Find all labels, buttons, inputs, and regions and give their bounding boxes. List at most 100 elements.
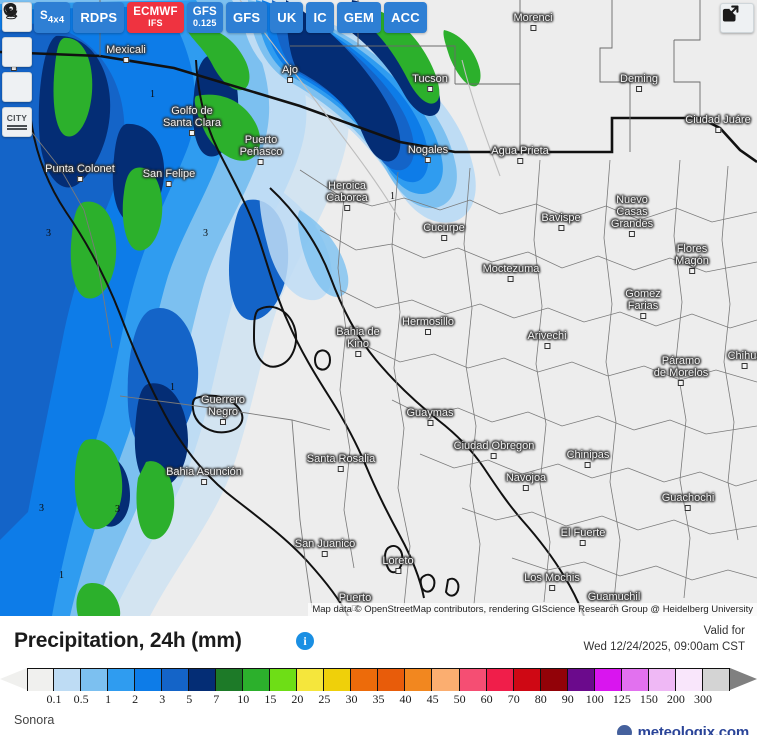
color-bar-segment[interactable] (162, 669, 190, 691)
city-icon (7, 124, 27, 127)
region-label: Sonora (14, 713, 55, 727)
color-bar-segment[interactable] (621, 669, 649, 691)
color-bar-segment[interactable] (27, 669, 55, 691)
city-toggle-button[interactable]: CITY (2, 107, 32, 137)
color-bar-wrapper[interactable] (0, 668, 757, 692)
valid-for-datetime: Wed 12/24/2025, 09:00am CST (583, 640, 745, 653)
color-bar-segment[interactable] (324, 669, 352, 691)
legend-title: Precipitation, 24h (mm) (14, 629, 242, 652)
color-bar-segment[interactable] (135, 669, 163, 691)
color-bar[interactable] (27, 668, 730, 691)
precip-10-a (53, 37, 93, 137)
color-bar-tick-label: 25 (318, 692, 331, 706)
color-bar-tick-label: 150 (639, 692, 658, 706)
color-bar-segment[interactable] (243, 669, 271, 691)
color-bar-tick-label: 50 (453, 692, 466, 706)
color-bar-segment[interactable] (216, 669, 244, 691)
map-canvas[interactable]: MexicalinaAjoTucsonMorenciDemingGolfo de… (0, 0, 757, 616)
color-bar-segment[interactable] (351, 669, 379, 691)
precip-ne-7 (286, 0, 401, 162)
map-attribution: Map data © OpenStreetMap contributors, r… (308, 603, 757, 616)
model-tab-s4x4[interactable]: S4x4 (34, 2, 71, 33)
share-icon (722, 5, 739, 22)
model-tab-label: RDPS (80, 9, 118, 25)
color-bar-segment[interactable] (459, 669, 487, 691)
facebook-icon[interactable] (616, 725, 632, 735)
model-tab-sublabel: IFS (148, 17, 163, 28)
color-bar-tick-label: 5 (186, 692, 193, 706)
brand-block[interactable]: meteologix.com (616, 724, 750, 735)
color-bar-segment[interactable] (108, 669, 136, 691)
model-tab-uk[interactable]: UK (270, 2, 304, 33)
color-bar-segment[interactable] (702, 669, 730, 691)
color-bar-tick-label: 80 (534, 692, 547, 706)
color-bar-right-arrow (730, 668, 757, 690)
color-bar-segment[interactable] (675, 669, 703, 691)
color-bar-tick-label: 0.5 (73, 692, 89, 706)
color-bar-tick-label: 15 (264, 692, 277, 706)
color-bar-segment[interactable] (513, 669, 541, 691)
color-bar-tick-label: 300 (693, 692, 712, 706)
brand-wordmark: meteologix.com (637, 724, 750, 735)
color-bar-segment[interactable] (648, 669, 676, 691)
model-tab-label: GEM (343, 9, 375, 25)
location-button[interactable] (2, 3, 32, 67)
legend-panel: Precipitation, 24h (mm) i Valid for Wed … (0, 616, 757, 735)
color-bar-segment[interactable] (540, 669, 568, 691)
color-bar-segment[interactable] (378, 669, 406, 691)
color-bar-segment[interactable] (270, 669, 298, 691)
color-bar-segment[interactable] (567, 669, 595, 691)
precip-ne-10c (188, 28, 250, 91)
model-tab-label: S4x4 (40, 9, 65, 25)
color-bar-segment[interactable] (297, 669, 325, 691)
color-bar-tick-label: 20 (291, 692, 304, 706)
model-tab-ecmwf-ifs[interactable]: ECMWF IFS (127, 2, 184, 33)
zoom-out-button[interactable] (2, 3, 32, 102)
model-tab-gfs-0125[interactable]: GFS 0.125 (186, 2, 223, 33)
model-tab-label: GFS (232, 9, 261, 25)
color-bar-tick-label: 35 (372, 692, 385, 706)
info-icon[interactable]: i (296, 632, 314, 650)
precip-10-d (122, 167, 163, 251)
baja-borders (29, 129, 331, 609)
model-tab-bar[interactable]: S4x4 RDPS ECMWF IFS GFS 0.125 GFS UK IC GEM ACC (34, 2, 427, 33)
share-button[interactable] (720, 3, 754, 33)
model-tab-label: ECMWF (133, 6, 178, 19)
color-bar-segment[interactable] (432, 669, 460, 691)
precip-gulf-wash2 (297, 210, 349, 298)
zoom-out-icon (3, 3, 18, 18)
model-tab-ic[interactable]: IC (306, 2, 334, 33)
model-tab-label: IC (313, 9, 327, 25)
color-bar-ticks: 0.1 0.5 1 2 3 5 7 10 15 20 25 30 35 40 45 50 60 70 80 90 100… (0, 692, 757, 710)
color-bar-tick-label: 90 (561, 692, 574, 706)
model-tab-rdps[interactable]: RDPS (73, 2, 125, 33)
precip-10-f (76, 583, 121, 616)
rivers (239, 0, 501, 221)
model-tab-acc[interactable]: ACC (384, 2, 427, 33)
model-tab-gfs[interactable]: GFS (225, 2, 268, 33)
color-bar-tick-label: 0.1 (46, 692, 62, 706)
color-bar-segment[interactable] (594, 669, 622, 691)
precip-ne-10b (443, 30, 481, 87)
color-bar-segment[interactable] (405, 669, 433, 691)
model-tab-label: ACC (391, 9, 420, 25)
color-bar-tick-label: 3 (159, 692, 166, 706)
map-tools-bar[interactable]: CITY (2, 2, 32, 137)
color-bar-segment[interactable] (189, 669, 217, 691)
precip-10-b (70, 201, 117, 299)
model-tab-gem[interactable]: GEM (336, 2, 382, 33)
model-tab-label: GFS (192, 6, 217, 19)
color-bar-tick-label: 7 (213, 692, 220, 706)
color-bar-tick-label: 70 (507, 692, 520, 706)
color-bar-tick-label: 60 (480, 692, 493, 706)
color-bar-left-arrow (0, 668, 27, 690)
color-bar-tick-label: 40 (399, 692, 412, 706)
color-bar-tick-label: 100 (585, 692, 604, 706)
color-bar-segment[interactable] (81, 669, 109, 691)
color-bar-tick-label: 30 (345, 692, 358, 706)
precip-ne-10a (364, 8, 440, 104)
color-bar-segment[interactable] (486, 669, 514, 691)
color-bar-tick-label: 200 (666, 692, 685, 706)
color-bar-segment[interactable] (54, 669, 82, 691)
